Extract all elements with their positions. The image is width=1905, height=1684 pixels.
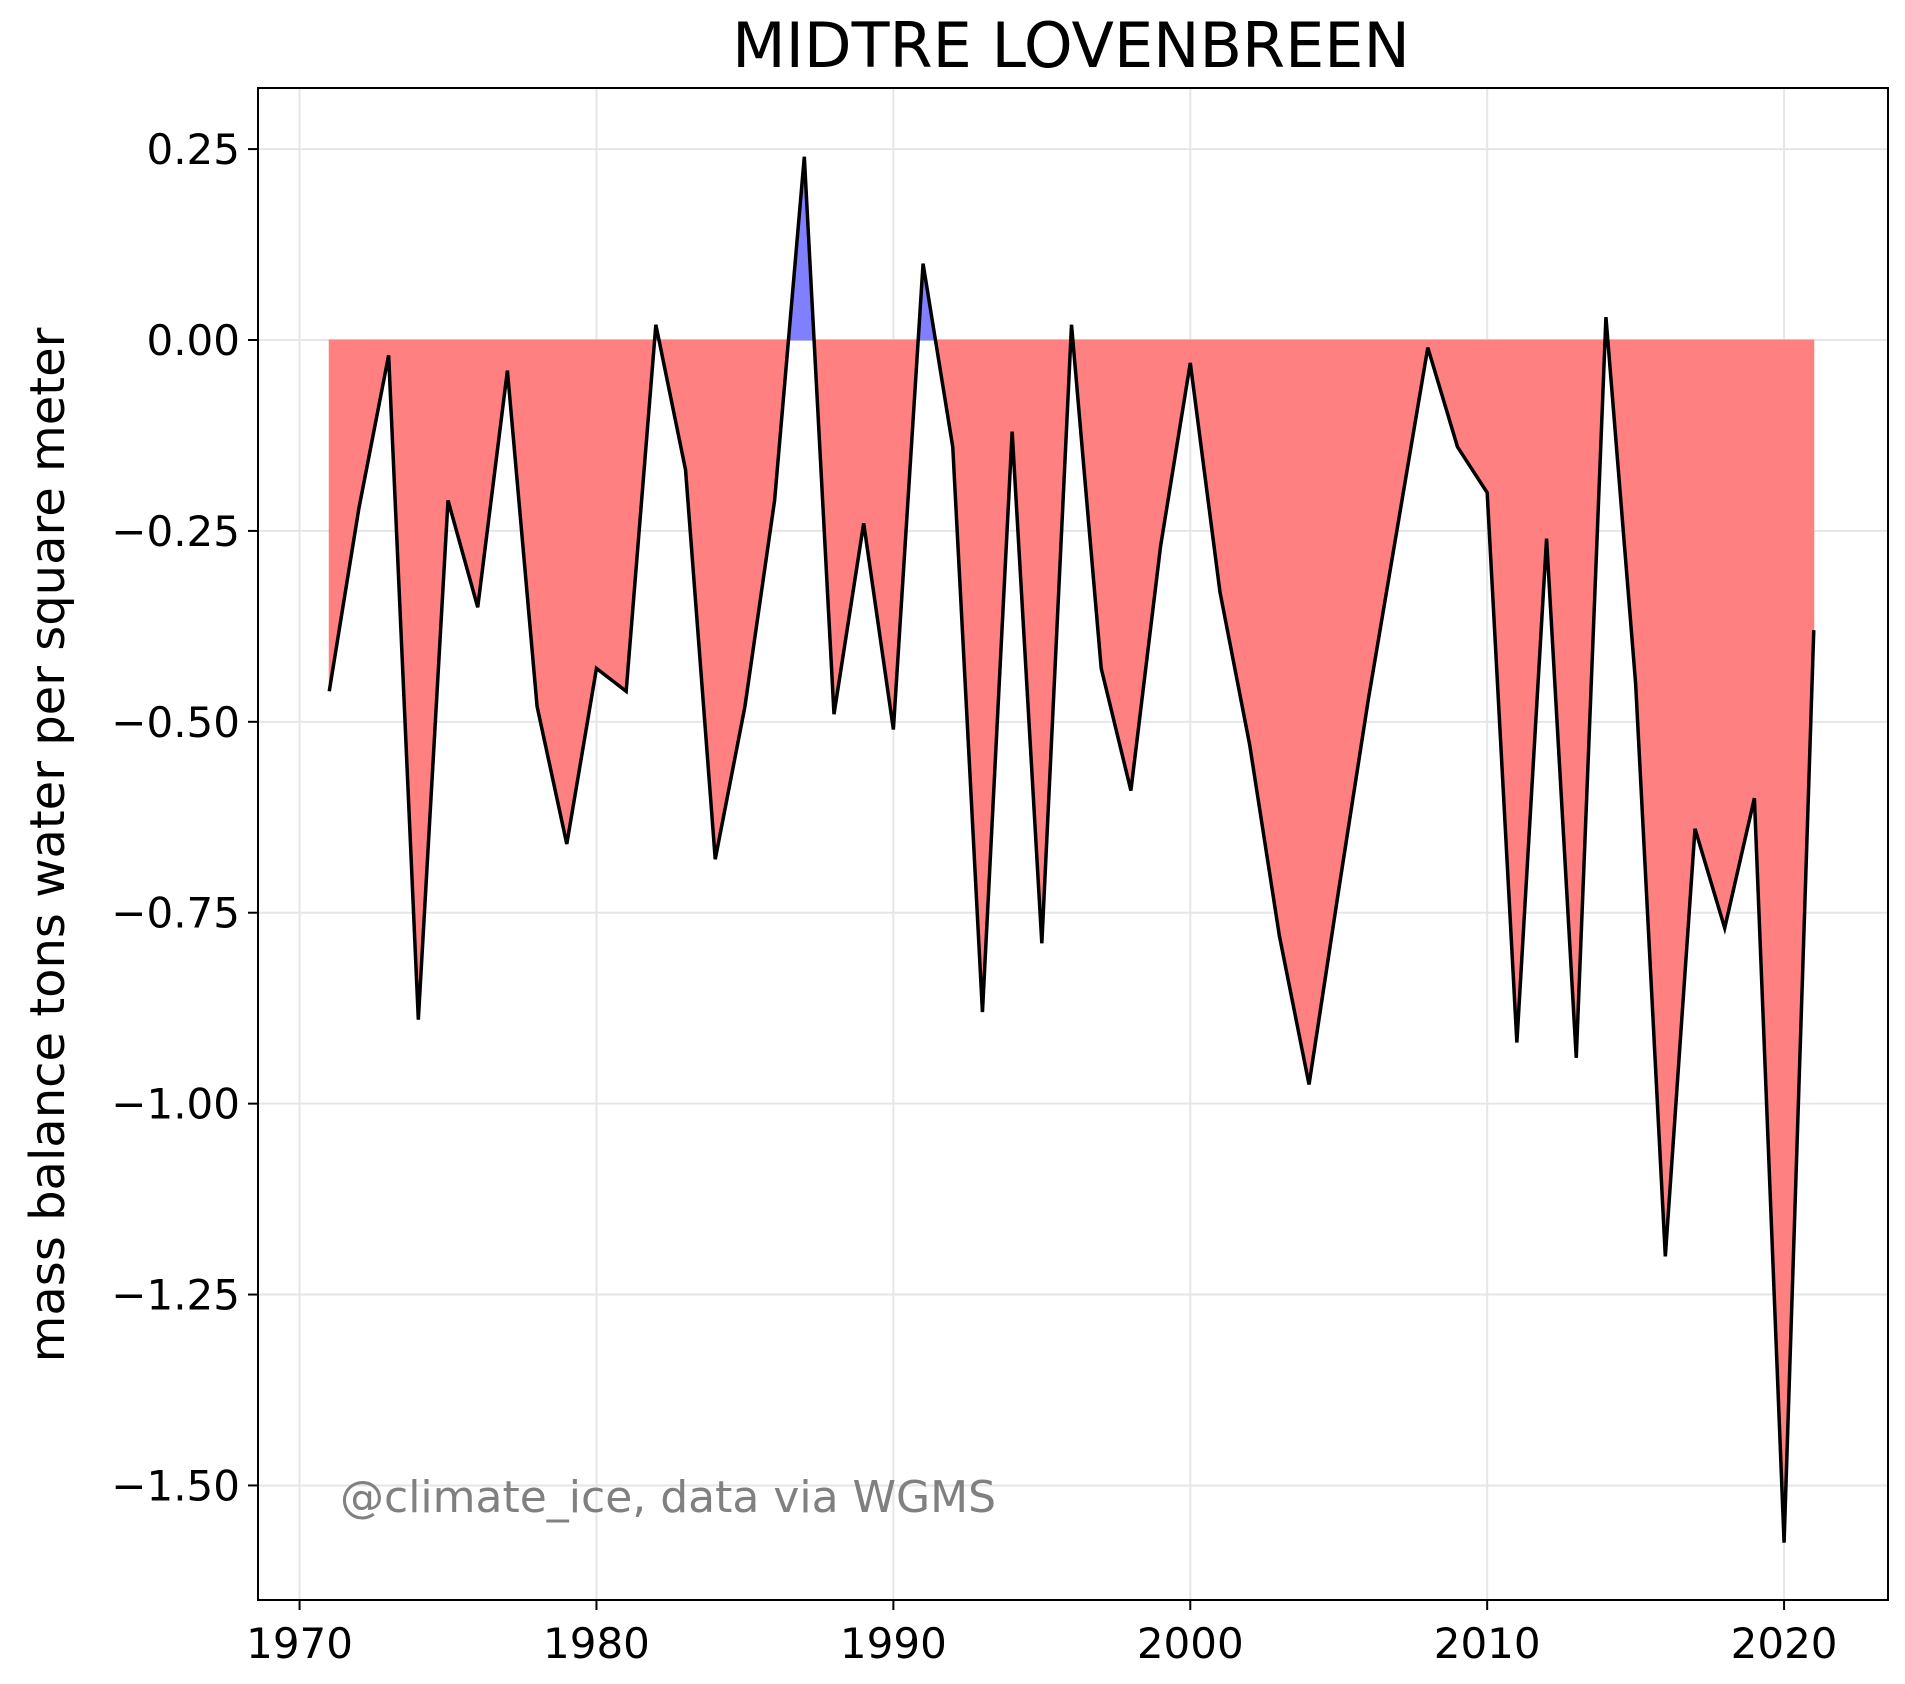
series-line-group <box>327 156 1816 1543</box>
x-ticks: 1970 1980 1990 2000 2010 2020 <box>246 1600 1838 1668</box>
chart-title: MIDTRE LOVENBREEN <box>732 9 1410 82</box>
negative-fill-segment <box>1338 339 1369 890</box>
y-tick-label: 0.25 <box>146 125 240 174</box>
negative-fill-segment <box>1367 339 1399 699</box>
watermark-annotation: @climate_ice, data via WGMS <box>340 1472 996 1523</box>
negative-fill-segment <box>447 339 479 608</box>
negative-fill-segment <box>1308 339 1340 1085</box>
negative-fill-segment <box>1516 339 1548 1043</box>
y-axis-label: mass balance tons water per square meter <box>20 327 76 1362</box>
x-tick-label: 2020 <box>1731 1619 1838 1668</box>
y-ticks: 0.25 0.00 −0.25 −0.50 −0.75 −1.00 −1.25 −1.50 <box>111 125 258 1510</box>
x-tick-label: 1990 <box>840 1619 947 1668</box>
x-tick-label: 2000 <box>1137 1619 1244 1668</box>
negative-fill-segment <box>1278 339 1310 1085</box>
x-tick-label: 1980 <box>543 1619 650 1668</box>
x-tick-label: 2010 <box>1434 1619 1541 1668</box>
y-tick-label: −0.25 <box>111 507 240 556</box>
negative-fill-segment <box>1724 339 1755 929</box>
negative-fill-segment <box>833 339 865 715</box>
negative-fill-segment <box>566 339 597 845</box>
y-tick-label: −1.50 <box>111 1461 240 1510</box>
x-tick-label: 1970 <box>246 1619 353 1668</box>
y-tick-label: −1.25 <box>111 1271 240 1320</box>
negative-fill-segment <box>1664 339 1696 1257</box>
negative-fill-segment <box>1130 339 1162 791</box>
y-tick-label: −0.75 <box>111 889 240 938</box>
area-fills <box>328 156 1815 1543</box>
y-tick-label: −0.50 <box>111 698 240 747</box>
negative-fill-segment <box>595 339 627 693</box>
series-line <box>327 156 1816 1543</box>
y-tick-label: 0.00 <box>146 316 240 365</box>
y-tick-label: −1.00 <box>111 1080 240 1129</box>
negative-fill-segment <box>328 339 360 692</box>
negative-fill-segment <box>863 339 894 730</box>
negative-fill-segment <box>1219 339 1251 745</box>
plot-frame <box>257 87 1889 1601</box>
